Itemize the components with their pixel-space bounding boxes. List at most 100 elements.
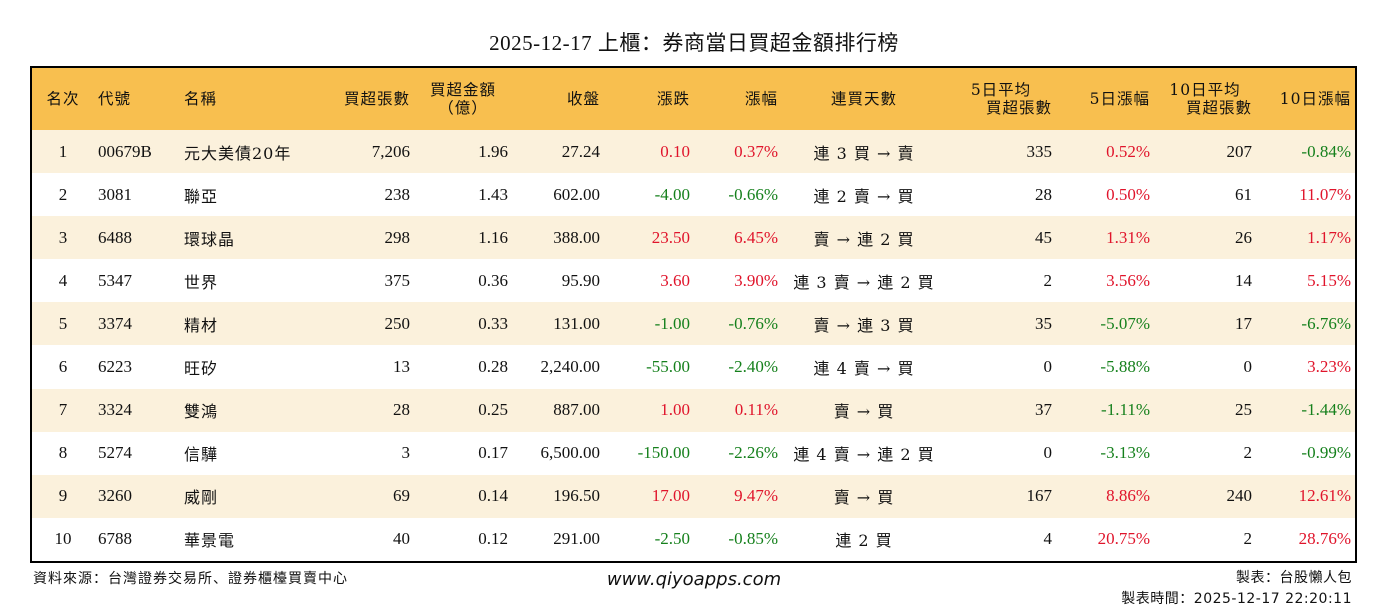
table-row: 7 3324 雙鴻 28 0.25 887.00 1.00 0.11% 賣 → 買 37 -1.11… bbox=[32, 388, 1355, 432]
header-name: 名稱 bbox=[184, 90, 218, 108]
header-net-amount: 買超金額 （億） bbox=[414, 68, 512, 130]
rank-cell: 3 bbox=[58, 227, 68, 247]
change-pct-cell: -2.40% bbox=[728, 357, 778, 377]
net-amount-cell: 1.43 bbox=[478, 184, 508, 204]
net-lots-cell: 28 bbox=[393, 400, 410, 420]
header-net-amount-line1: 買超金額 bbox=[429, 81, 496, 99]
pct5-cell: 8.86% bbox=[1106, 486, 1150, 506]
avg10-cell: 14 bbox=[1235, 270, 1252, 290]
header-avg5: 5日平均 買超張數 bbox=[946, 68, 1056, 130]
table-row: 5 3374 精材 250 0.33 131.00 -1.00 -0.76% 賣 → 連 3 買… bbox=[32, 302, 1355, 346]
change-pct-cell: -0.85% bbox=[728, 529, 778, 549]
avg10-cell: 26 bbox=[1235, 227, 1252, 247]
table-row: 4 5347 世界 375 0.36 95.90 3.60 3.90% 連 3 賣 → 連 2 … bbox=[32, 259, 1355, 303]
streak-cell: 連 4 賣 → 連 2 買 bbox=[793, 445, 935, 465]
change-pct-cell: -0.76% bbox=[728, 313, 778, 333]
pct5-cell: 1.31% bbox=[1106, 227, 1150, 247]
close-cell: 291.00 bbox=[553, 529, 600, 549]
change-pct-cell: -2.26% bbox=[728, 443, 778, 463]
rank-cell: 9 bbox=[58, 486, 68, 506]
name-cell: 威剛 bbox=[184, 488, 219, 508]
header-net-amount-line2: （億） bbox=[438, 99, 488, 117]
rank-cell: 6 bbox=[58, 357, 68, 377]
header-rank: 名次 bbox=[46, 90, 80, 108]
change-cell: -4.00 bbox=[654, 184, 690, 204]
change-cell: 1.00 bbox=[660, 400, 690, 420]
table-row: 6 6223 旺矽 13 0.28 2,240.00 -55.00 -2.40% 連 4 賣 →… bbox=[32, 345, 1355, 389]
close-cell: 6,500.00 bbox=[540, 443, 601, 463]
table-row: 8 5274 信驊 3 0.17 6,500.00 -150.00 -2.26% 連 4 賣 →… bbox=[32, 431, 1355, 475]
change-pct-cell: 0.37% bbox=[734, 141, 778, 161]
pct5-cell: -1.11% bbox=[1101, 400, 1150, 420]
pct10-cell: 3.23% bbox=[1307, 357, 1351, 377]
name-cell: 聯亞 bbox=[184, 186, 219, 206]
change-cell: 0.10 bbox=[660, 141, 690, 161]
avg5-cell: 35 bbox=[1035, 313, 1052, 333]
change-cell: -1.00 bbox=[654, 313, 690, 333]
avg10-cell: 25 bbox=[1235, 400, 1252, 420]
change-pct-cell: 0.11% bbox=[734, 400, 778, 420]
change-pct-cell: 3.90% bbox=[734, 270, 778, 290]
avg5-cell: 45 bbox=[1035, 227, 1052, 247]
generated-timestamp: 製表時間：2025-12-17 22:20:11 bbox=[1121, 591, 1352, 607]
change-cell: -150.00 bbox=[637, 443, 690, 463]
code-cell: 3374 bbox=[98, 313, 132, 333]
name-cell: 旺矽 bbox=[184, 359, 219, 379]
close-cell: 27.24 bbox=[561, 141, 600, 161]
pct10-cell: 11.07% bbox=[1299, 184, 1351, 204]
table-row: 2 3081 聯亞 238 1.43 602.00 -4.00 -0.66% 連 2 賣 → 買… bbox=[32, 173, 1355, 217]
streak-cell: 連 3 賣 → 連 2 買 bbox=[793, 272, 935, 292]
change-pct-cell: 6.45% bbox=[734, 227, 778, 247]
avg10-cell: 207 bbox=[1226, 141, 1253, 161]
streak-cell: 賣 → 買 bbox=[833, 488, 895, 508]
code-cell: 5274 bbox=[98, 443, 132, 463]
avg5-cell: 167 bbox=[1026, 486, 1053, 506]
change-cell: -55.00 bbox=[646, 357, 690, 377]
rank-cell: 1 bbox=[58, 141, 68, 161]
pct10-cell: 28.76% bbox=[1298, 529, 1351, 549]
name-cell: 世界 bbox=[184, 272, 219, 292]
header-avg5-line2: 買超張數 bbox=[985, 99, 1052, 117]
change-cell: -2.50 bbox=[654, 529, 690, 549]
net-amount-cell: 0.36 bbox=[478, 270, 508, 290]
author-label: 製表：台股懶人包 bbox=[1236, 570, 1352, 586]
avg5-cell: 37 bbox=[1035, 400, 1052, 420]
name-cell: 雙鴻 bbox=[184, 402, 219, 422]
avg5-cell: 4 bbox=[1043, 529, 1053, 549]
net-amount-cell: 0.17 bbox=[478, 443, 508, 463]
header-streak: 連買天數 bbox=[830, 90, 897, 108]
change-pct-cell: -0.66% bbox=[728, 184, 778, 204]
header-avg5-line1: 5日平均 bbox=[970, 81, 1032, 99]
avg5-cell: 0 bbox=[1043, 357, 1053, 377]
rank-cell: 2 bbox=[58, 184, 68, 204]
website-link[interactable]: www.qiyoapps.com bbox=[606, 569, 782, 590]
code-cell: 00679B bbox=[98, 141, 152, 161]
net-amount-cell: 1.16 bbox=[478, 227, 508, 247]
net-lots-cell: 238 bbox=[384, 184, 411, 204]
close-cell: 388.00 bbox=[553, 227, 600, 247]
net-lots-cell: 7,206 bbox=[371, 141, 410, 161]
avg10-cell: 2 bbox=[1243, 529, 1253, 549]
code-cell: 3260 bbox=[98, 486, 132, 506]
code-cell: 3081 bbox=[98, 184, 132, 204]
rank-cell: 4 bbox=[58, 270, 68, 290]
net-lots-cell: 250 bbox=[384, 313, 411, 333]
pct5-cell: -5.07% bbox=[1100, 313, 1150, 333]
header-change-pct: 漲幅 bbox=[744, 90, 778, 108]
avg10-cell: 61 bbox=[1235, 184, 1252, 204]
pct5-cell: -3.13% bbox=[1100, 443, 1150, 463]
streak-cell: 賣 → 連 2 買 bbox=[813, 229, 915, 249]
change-cell: 3.60 bbox=[660, 270, 690, 290]
avg10-cell: 0 bbox=[1243, 357, 1253, 377]
code-cell: 6488 bbox=[98, 227, 132, 247]
streak-cell: 連 4 賣 → 買 bbox=[813, 359, 915, 379]
header-avg10-line1: 10日平均 bbox=[1169, 81, 1241, 99]
pct10-cell: -0.84% bbox=[1301, 141, 1351, 161]
streak-cell: 連 2 賣 → 買 bbox=[813, 186, 915, 206]
header-avg10: 10日平均 買超張數 bbox=[1154, 68, 1256, 130]
page-title: 2025-12-17 上櫃：券商當日買超金額排行榜 bbox=[489, 31, 899, 55]
net-lots-cell: 69 bbox=[393, 486, 410, 506]
avg5-cell: 28 bbox=[1035, 184, 1052, 204]
table-row: 9 3260 威剛 69 0.14 196.50 17.00 9.47% 賣 → 買 167 8.8… bbox=[32, 474, 1355, 518]
table-row: 3 6488 環球晶 298 1.16 388.00 23.50 6.45% 賣 → 連 2 買… bbox=[32, 216, 1355, 260]
